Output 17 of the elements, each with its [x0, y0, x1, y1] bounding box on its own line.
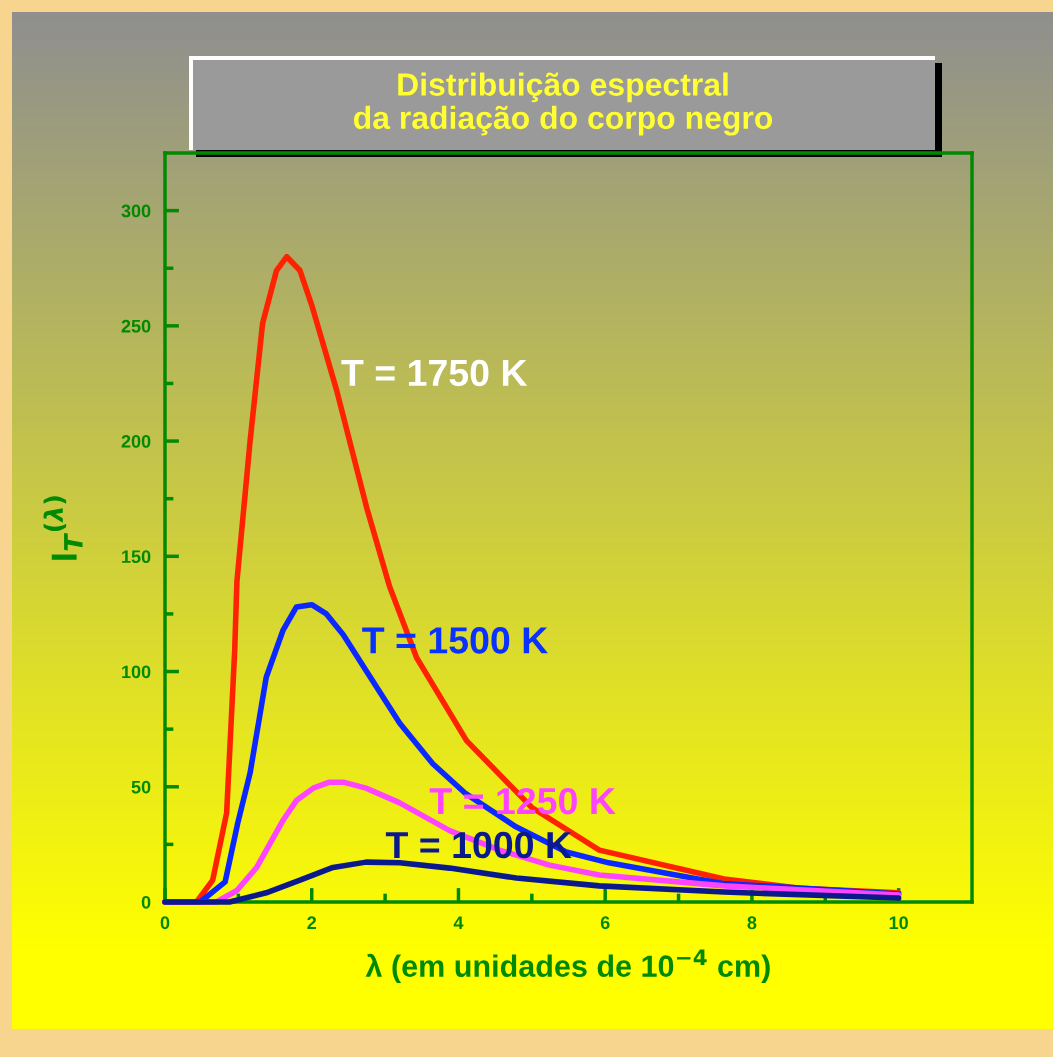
x-tick-label: 4	[453, 916, 464, 929]
y-axis-title: I$_{T}$$^{(λ)}$	[43, 496, 83, 560]
series-label: T = 1750 K	[341, 359, 528, 387]
x-tick-label: 0	[160, 916, 170, 930]
x-tick-label: 6	[600, 916, 610, 930]
y-tick-label: 250	[121, 319, 151, 333]
y-tick-label: 0	[141, 895, 151, 909]
y-tick-label: 300	[121, 204, 151, 218]
chart-title: Distribuição espectral da radiação do corpo negro	[353, 72, 773, 136]
x-tick-label: 10	[889, 916, 908, 930]
x-tick-label: 2	[307, 916, 317, 929]
y-tick-label: 100	[122, 665, 151, 679]
x-axis-title: λ (em unidades de 10$^{−4}$ cm)	[365, 949, 770, 984]
y-tick-label: 200	[121, 435, 151, 448]
y-tick-label: 150	[122, 550, 151, 564]
x-tick-label: 8	[747, 916, 757, 930]
y-tick-label: 50	[131, 780, 151, 794]
